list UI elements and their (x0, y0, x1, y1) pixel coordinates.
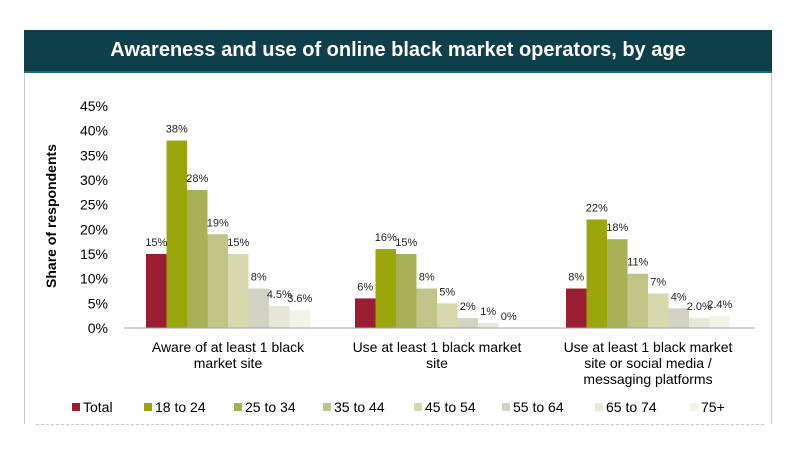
data-label: 38% (166, 124, 188, 136)
legend-label: 45 to 54 (425, 399, 476, 415)
data-label: 28% (186, 173, 208, 185)
x-tick-label: site (426, 355, 448, 371)
bar (396, 254, 417, 328)
data-label: 3.6% (287, 293, 312, 305)
legend-swatch (595, 403, 603, 411)
data-label: 15% (145, 237, 167, 249)
y-tick-label: 45% (80, 98, 108, 114)
data-label: 4% (671, 291, 687, 303)
legend-label: 55 to 64 (513, 399, 564, 415)
legend-swatch (690, 403, 698, 411)
x-tick-label: market site (194, 355, 263, 371)
y-axis: 0% 5% 10% 15% 20% 25% 30% 35% 40% 45% (80, 98, 108, 336)
legend-swatch (502, 403, 510, 411)
y-tick-label: 25% (80, 197, 108, 213)
bar (416, 288, 437, 328)
bar (187, 189, 208, 328)
bar (478, 323, 499, 328)
bar (457, 318, 478, 328)
legend-swatch (414, 403, 422, 411)
y-axis-label: Share of respondents (43, 144, 59, 288)
data-label: 15% (395, 237, 417, 249)
bar (228, 254, 249, 328)
y-tick-label: 5% (88, 295, 108, 311)
legend-label: Total (83, 399, 113, 415)
data-label: 8% (251, 272, 267, 284)
bar (166, 140, 187, 328)
y-tick-label: 30% (80, 172, 108, 188)
y-tick-label: 10% (80, 271, 108, 287)
data-label: 19% (207, 217, 229, 229)
chart-title: Awareness and use of online black market… (24, 30, 772, 71)
title-rule (24, 71, 772, 73)
bottom-rule (36, 424, 764, 425)
legend-label: 35 to 44 (334, 399, 385, 415)
data-label: 2.4% (707, 299, 732, 311)
x-tick-label: Use at least 1 black market (353, 339, 522, 355)
x-tick-label: Use at least 1 black market (564, 339, 733, 355)
x-tick-label: Aware of at least 1 black (152, 339, 305, 355)
bar (437, 303, 458, 328)
data-label: 15% (227, 237, 249, 249)
y-tick-label: 20% (80, 221, 108, 237)
y-tick-label: 35% (80, 147, 108, 163)
data-label: 11% (627, 257, 648, 269)
legend-swatch (72, 403, 80, 411)
bar (648, 293, 669, 328)
bar (586, 219, 607, 328)
data-label: 6% (357, 281, 373, 293)
legend: Total 18 to 24 25 to 34 35 to 44 45 to 54 55 … (72, 399, 725, 415)
y-tick-label: 0% (88, 320, 108, 336)
data-label: 2% (460, 301, 476, 313)
legend-label: 65 to 74 (606, 399, 657, 415)
data-label: 7% (650, 276, 666, 288)
bar (146, 254, 167, 328)
y-tick-label: 15% (80, 246, 108, 262)
bar (566, 288, 587, 328)
legend-swatch (234, 403, 242, 411)
data-label: 4.5% (267, 289, 292, 301)
data-label: 0% (501, 311, 517, 323)
data-label: 18% (606, 222, 628, 234)
x-tick-label: site or social media / (584, 355, 712, 371)
data-label: 8% (568, 272, 584, 284)
data-label: 8% (419, 272, 435, 284)
chart-frame (24, 30, 772, 424)
legend-label: 18 to 24 (155, 399, 206, 415)
y-tick-label: 40% (80, 123, 108, 139)
bar (607, 239, 628, 328)
legend-label: 25 to 34 (245, 399, 296, 415)
data-label: 16% (375, 232, 397, 244)
bar (627, 273, 648, 328)
bar (689, 318, 710, 328)
bar (269, 305, 290, 328)
x-tick-label: messaging platforms (583, 371, 712, 387)
bar (289, 310, 310, 328)
bar (375, 249, 396, 328)
bar (355, 298, 376, 328)
data-label: 22% (586, 202, 608, 214)
legend-label: 75+ (701, 399, 725, 415)
legend-swatch (323, 403, 331, 411)
data-label: 5% (439, 286, 455, 298)
bar (248, 288, 269, 328)
bar (709, 316, 730, 328)
bar (668, 308, 689, 328)
data-labels: 15% 6% 8% 38% 16% 22% 28% 15% 18% 19% 8% 11% 15% 5% 7%… (145, 124, 732, 323)
bar (207, 234, 228, 328)
data-label: 2.0% (687, 301, 712, 313)
data-label: 1% (480, 306, 496, 318)
legend-swatch (144, 403, 152, 411)
bars (146, 140, 730, 328)
